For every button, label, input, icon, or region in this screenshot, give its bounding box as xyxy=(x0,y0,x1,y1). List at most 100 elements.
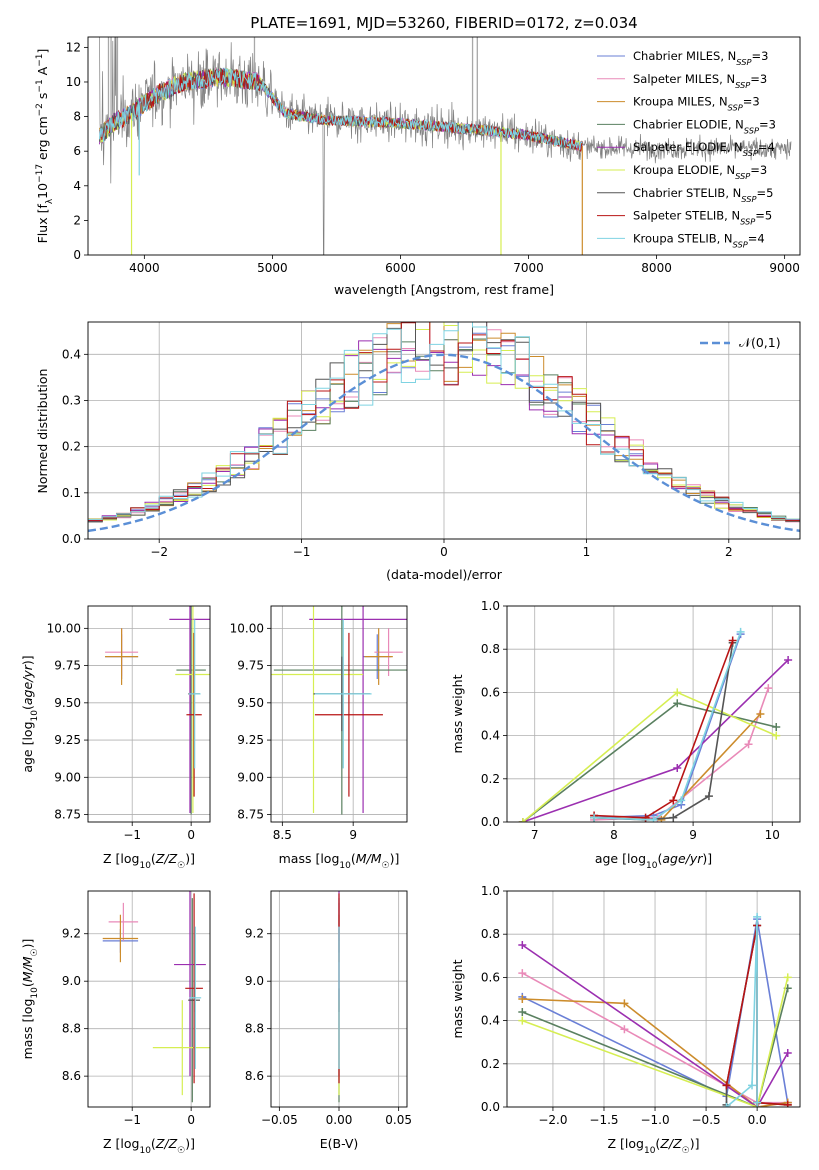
mass-weight-marker xyxy=(704,792,713,801)
model-fit-line xyxy=(99,68,583,151)
mass-weight-marker xyxy=(722,1103,731,1107)
y-tick-label: 9.00 xyxy=(237,770,264,784)
y-tick-label: 0.3 xyxy=(62,393,81,407)
errorbar-point xyxy=(174,891,206,1077)
y-axis-label: age [log10(age/yr)] xyxy=(20,655,40,772)
axes-frame xyxy=(87,605,211,823)
x-tick-label: 6000 xyxy=(385,261,416,275)
mass-weight-marker xyxy=(641,813,650,822)
y-tick-label: 0.4 xyxy=(481,1014,500,1028)
x-axis-label: Z [log10(Z/Z☉)] xyxy=(608,1136,700,1156)
mass-weight-line xyxy=(522,977,789,1107)
x-tick-label: −0.05 xyxy=(261,1113,298,1127)
x-tick-label: 0.00 xyxy=(326,1113,353,1127)
y-tick-label: 4 xyxy=(73,179,81,193)
x-tick-label: −1.5 xyxy=(589,1113,618,1127)
x-axis-label: E(B-V) xyxy=(320,1136,359,1151)
y-tick-label: 9.25 xyxy=(54,733,81,747)
mass-weight-line xyxy=(594,631,742,821)
errorbar-point xyxy=(314,632,383,797)
x-tick-label: 9000 xyxy=(769,261,800,275)
axes: −1 0 8.75 9.00 9.25 9.50 9.75 10.00 xyxy=(47,605,211,842)
axes-frame xyxy=(270,605,408,823)
y-tick-label: 9.00 xyxy=(54,770,81,784)
y-tick-label: 8 xyxy=(73,110,81,124)
y-axis-label: Flux [fλ10−17 erg cm−2 s−1 A−1] xyxy=(35,49,55,244)
y-tick-label: 8.6 xyxy=(62,1069,81,1083)
x-axis-label: age [log10(age/yr)] xyxy=(595,851,712,871)
x-tick-label: 0.0 xyxy=(748,1113,767,1127)
mass-weight-marker xyxy=(772,731,781,740)
mass-weight-marker xyxy=(753,1098,762,1107)
legend-entry: Chabrier MILES, NSSP=3 xyxy=(633,49,768,67)
x-tick-label: 7000 xyxy=(513,261,544,275)
y-tick-label: 10 xyxy=(66,75,81,89)
y-axis-label: mass weight xyxy=(450,674,465,753)
mass-weight-marker xyxy=(620,1025,629,1034)
legend-entry: Salpeter ELODIE, NSSP=4 xyxy=(633,140,775,158)
y-tick-label: 6 xyxy=(73,144,81,158)
legend-entry: Kroupa ELODIE, NSSP=3 xyxy=(633,163,767,181)
mass-weight-marker xyxy=(657,815,666,822)
plot-area xyxy=(99,37,792,255)
residual-histogram xyxy=(88,322,800,539)
x-tick-label: −1.0 xyxy=(640,1113,669,1127)
x-tick-label: −2 xyxy=(150,545,168,559)
y-tick-label: 1.0 xyxy=(481,884,500,898)
errorbar-point xyxy=(169,606,210,814)
legend-entry: Salpeter MILES, NSSP=3 xyxy=(633,72,767,90)
y-tick-label: 0.0 xyxy=(62,532,81,546)
errorbar-point xyxy=(175,606,210,814)
y-tick-label: 1.0 xyxy=(481,599,500,613)
mass-weight-marker xyxy=(784,656,793,664)
mass-weight-line xyxy=(594,642,734,821)
errorbar-point xyxy=(185,893,203,1084)
model-fit-line xyxy=(99,67,583,151)
mass-weight-marker xyxy=(736,627,745,636)
mass-weight-marker xyxy=(518,969,527,978)
y-tick-label: 0.8 xyxy=(481,927,500,941)
x-tick-label: 9 xyxy=(349,828,357,842)
mass-weight-marker xyxy=(772,722,781,731)
y-tick-label: 0.2 xyxy=(481,772,500,786)
mass-weight-marker xyxy=(744,740,753,749)
x-axis-label: mass [log10(M/M☉)] xyxy=(279,851,400,871)
errorbar-point xyxy=(309,606,407,814)
mass-weight-line xyxy=(594,640,734,819)
mass-weight-marker xyxy=(728,636,737,645)
y-tick-label: 0.4 xyxy=(62,347,81,361)
plot-area xyxy=(518,627,793,822)
errorbar-point xyxy=(105,628,139,685)
mass-weight-marker xyxy=(669,813,678,822)
mass-weight-marker xyxy=(620,999,629,1008)
mass-weight-marker xyxy=(783,1049,792,1057)
axes-frame xyxy=(87,36,801,256)
y-tick-label: 0.1 xyxy=(62,486,81,500)
legend-entry: Chabrier ELODIE, NSSP=3 xyxy=(633,117,776,135)
massweight-vs-age-panel: 7 8 9 10 0.0 0.2 0.4 0.6 0.8 1.0 age [log10(age/yr… xyxy=(450,599,801,871)
y-tick-label: 8.75 xyxy=(237,808,264,822)
legend-entry: Kroupa STELIB, NSSP=4 xyxy=(633,231,765,249)
y-tick-label: 10.00 xyxy=(230,621,264,635)
errorbar-point xyxy=(189,926,202,1070)
mass-weight-marker xyxy=(518,995,527,1003)
y-tick-label: 8.8 xyxy=(245,1022,264,1036)
y-tick-label: 2 xyxy=(73,213,81,227)
x-tick-label: −0.5 xyxy=(692,1113,721,1127)
mass-weight-marker xyxy=(753,912,762,921)
mass-weight-marker xyxy=(649,815,658,822)
y-tick-label: 9.0 xyxy=(245,974,264,988)
x-tick-label: 0.05 xyxy=(385,1113,412,1127)
mass-weight-marker xyxy=(518,818,527,822)
massweight-vs-metallicity-panel: −2.0 −1.5 −1.0 −0.5 0.0 0.0 0.2 0.4 0.6 0.8 1.0 Z [… xyxy=(450,884,801,1156)
x-axis-label: (data-model)/error xyxy=(386,567,503,582)
mass-weight-marker xyxy=(518,1016,527,1025)
gridlines xyxy=(88,891,210,1107)
errorbar-point xyxy=(152,1000,210,1096)
axes: 4000 5000 6000 7000 8000 9000 0 2 4 6 8 10 12 xyxy=(66,36,801,275)
mass-weight-marker xyxy=(756,710,765,718)
x-axis-label: Z [log10(Z/Z☉)] xyxy=(103,851,195,871)
gridlines xyxy=(271,606,407,822)
x-tick-label: 8.5 xyxy=(273,828,292,842)
